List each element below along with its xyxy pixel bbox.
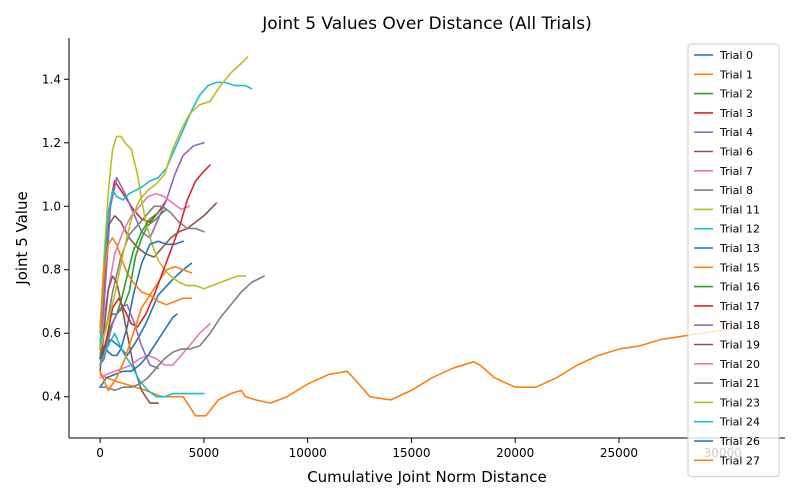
- legend-label: Trial 27: [719, 454, 760, 467]
- chart-title: Joint 5 Values Over Distance (All Trials…: [261, 14, 592, 34]
- series-line-trial-19: [99, 275, 159, 404]
- y-ticks-group: 0.4 0.6 0.8 1.0 1.2 1.4: [42, 72, 69, 404]
- legend-label: Trial 4: [719, 126, 753, 139]
- series-line-trial-21: [99, 275, 265, 392]
- legend-label: Trial 13: [719, 242, 760, 255]
- legend-label: Trial 16: [719, 281, 760, 294]
- legend-label: Trial 7: [719, 165, 753, 178]
- series-line-trial-2: [99, 208, 168, 366]
- legend-label: Trial 18: [719, 319, 760, 332]
- legend-label: Trial 12: [719, 223, 760, 236]
- y-tick-label: 0.6: [42, 326, 61, 340]
- x-tick-label: 5000: [189, 446, 220, 460]
- legend-label: Trial 26: [719, 435, 760, 448]
- x-tick-label: 0: [96, 446, 104, 460]
- legend-label: Trial 23: [719, 396, 760, 409]
- legend-label: Trial 6: [719, 146, 753, 159]
- series-line-trial-24: [99, 332, 205, 398]
- y-tick-label: 1.2: [42, 136, 61, 150]
- y-axis-label: Joint 5 Value: [13, 191, 31, 285]
- plot-series-group: [99, 56, 745, 417]
- series-line-trial-8: [99, 205, 205, 350]
- legend-label: Trial 20: [719, 358, 760, 371]
- x-tick-label: 10000: [289, 446, 327, 460]
- x-axis-label: Cumulative Joint Norm Distance: [307, 468, 547, 486]
- y-tick-label: 1.0: [42, 199, 61, 213]
- legend-label: Trial 17: [719, 300, 760, 313]
- series-line-trial-6: [99, 202, 218, 350]
- legend-label: Trial 24: [719, 416, 760, 429]
- series-line-trial-1: [99, 326, 745, 417]
- x-tick-label: 25000: [600, 446, 638, 460]
- series-line-trial-15: [99, 237, 193, 335]
- x-ticks-group: 050001000015000200002500030000: [96, 438, 742, 460]
- legend-label: Trial 21: [719, 377, 760, 390]
- series-line-trial-12: [99, 81, 253, 350]
- series-line-trial-7: [99, 192, 191, 350]
- series-line-trial-27: [99, 294, 193, 392]
- legend: Trial 0 Trial 1 Trial 2 Trial 3 Trial 4 Trial…: [687, 43, 780, 478]
- y-tick-label: 0.8: [42, 263, 61, 277]
- series-line-trial-4: [99, 142, 205, 360]
- series-line-trial-11: [99, 135, 247, 328]
- series-line-trial-20: [99, 322, 211, 379]
- x-tick-label: 15000: [392, 446, 430, 460]
- series-line-trial-17: [99, 164, 211, 366]
- x-tick-label: 20000: [496, 446, 534, 460]
- legend-label: Trial 2: [719, 88, 753, 101]
- legend-label: Trial 3: [719, 107, 753, 120]
- y-tick-label: 0.4: [42, 390, 61, 404]
- y-tick-label: 1.4: [42, 72, 61, 86]
- series-line-trial-18: [99, 303, 159, 370]
- legend-label: Trial 1: [719, 68, 753, 81]
- legend-label: Trial 19: [719, 339, 760, 352]
- legend-label: Trial 8: [719, 184, 753, 197]
- legend-label: Trial 11: [719, 203, 760, 216]
- series-line-trial-23: [99, 56, 249, 350]
- axes-group: [68, 38, 785, 439]
- series-line-trial-26: [99, 313, 178, 389]
- legend-label: Trial 15: [719, 261, 760, 274]
- legend-label: Trial 0: [719, 49, 753, 62]
